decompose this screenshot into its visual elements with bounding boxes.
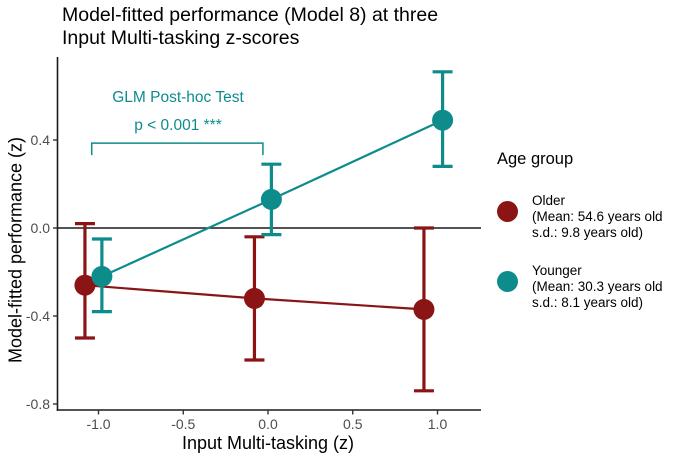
chart-title: Model-fitted performance (Model 8) at th… — [62, 4, 438, 50]
legend: Age group Older (Mean: 54.6 years old s.… — [497, 150, 682, 333]
y-tick-label: -0.8 — [25, 396, 50, 412]
x-tick-label: 0.5 — [343, 416, 363, 432]
legend-item-sd: s.d.: 9.8 years old) — [532, 225, 644, 240]
x-tick-label: 0.0 — [258, 416, 278, 432]
legend-item-younger: Younger (Mean: 30.3 years old s.d.: 8.1 … — [497, 263, 682, 311]
significance-bracket — [90, 142, 264, 156]
x-axis-label: Input Multi-tasking (z) — [181, 433, 355, 453]
legend-item-older: Older (Mean: 54.6 years old s.d.: 9.8 ye… — [497, 193, 682, 241]
legend-item-mean: (Mean: 30.3 years old — [532, 279, 663, 294]
data-point-older — [74, 274, 96, 296]
x-tick-label: -0.5 — [171, 416, 196, 432]
y-tick-label: 0.4 — [30, 132, 50, 148]
y-tick-label: -0.4 — [25, 308, 50, 324]
data-point-older — [413, 298, 435, 320]
y-tick-label: 0.0 — [30, 220, 50, 236]
legend-item-sd: s.d.: 8.1 years old) — [532, 295, 644, 310]
legend-dot — [497, 271, 518, 292]
posthoc-annotation-line1: GLM Post-hoc Test — [112, 89, 244, 106]
legend-item-label: Younger (Mean: 30.3 years old s.d.: 8.1 … — [532, 263, 663, 311]
data-point-younger — [260, 188, 282, 210]
posthoc-annotation-line2: p < 0.001 *** — [134, 117, 222, 134]
x-tick-label: 1.0 — [427, 416, 448, 432]
legend-item-label: Older (Mean: 54.6 years old s.d.: 9.8 ye… — [532, 193, 663, 241]
legend-item-name: Older — [532, 193, 566, 208]
data-point-older — [243, 287, 265, 309]
legend-title: Age group — [497, 150, 574, 168]
legend-item-name: Younger — [532, 263, 582, 278]
chart-title-line1: Model-fitted performance (Model 8) at th… — [62, 4, 439, 26]
y-axis-label: Model-fitted performance (z) — [5, 136, 26, 364]
x-tick-label: -1.0 — [86, 416, 111, 432]
legend-item-mean: (Mean: 54.6 years old — [532, 209, 663, 224]
chart-title-line2: Input Multi-tasking z-scores — [62, 27, 300, 49]
data-point-younger — [91, 265, 113, 287]
data-point-younger — [432, 109, 454, 131]
legend-dot — [497, 201, 518, 222]
